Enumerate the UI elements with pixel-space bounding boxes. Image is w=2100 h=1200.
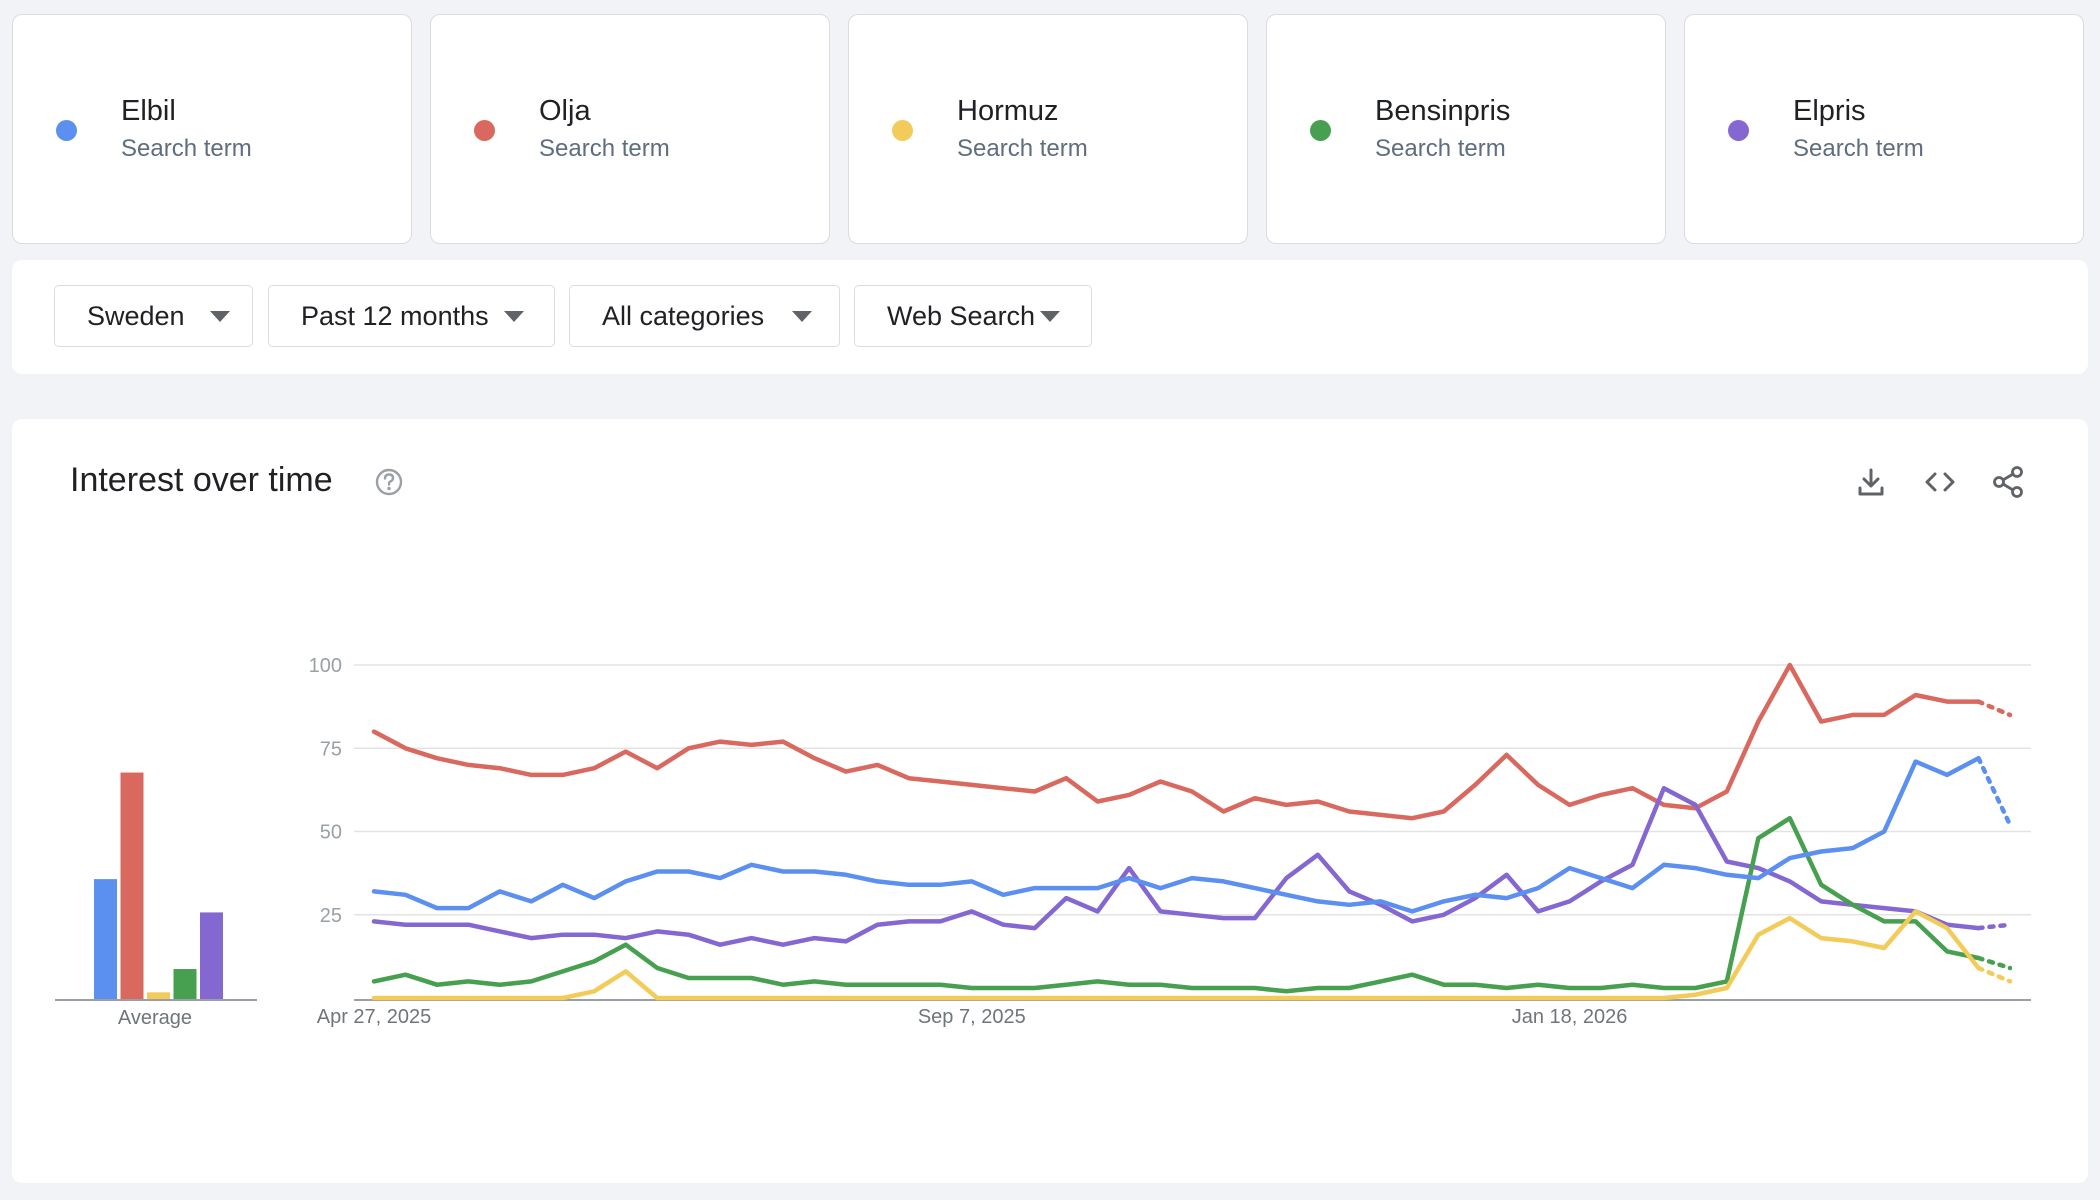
series-partial-segment-elbil [1976, 755, 2013, 828]
interest-over-time-chart: 25 50 75 100 Apr 27, 2025 Sep 7, 2025 Jan 18, … [55, 655, 2031, 1029]
series-line-elpris [371, 785, 1981, 947]
term-card-hormuz[interactable]: Hormuz Search term [848, 14, 1248, 244]
average-label: Average [118, 1007, 192, 1029]
y-tick-label: 25 [320, 905, 342, 927]
term-color-dot [892, 120, 913, 141]
y-tick-label: 100 [309, 655, 342, 677]
average-bar-hormuz [147, 992, 170, 999]
interest-over-time-panel: 25 50 75 100 Apr 27, 2025 Sep 7, 2025 Jan 18, … [12, 419, 2088, 1183]
series-line-elbil [371, 755, 1981, 914]
filter-bar: Sweden Past 12 months All categories Web… [12, 260, 2088, 374]
term-color-dot [1728, 120, 1749, 141]
help-icon[interactable] [374, 467, 404, 497]
x-tick-label: Jan 18, 2026 [1512, 1006, 1628, 1028]
series-partial-segment-olja [1976, 699, 2013, 718]
search-type-filter-label: Web Search [887, 301, 1036, 331]
average-bar-bensinpris [173, 969, 197, 999]
caret-down-icon [210, 311, 230, 322]
term-card-olja[interactable]: Olja Search term [430, 14, 830, 244]
series-line-olja [371, 662, 1981, 821]
series-partial-segment-bensinpris [1976, 955, 2013, 971]
term-name: Elpris [1793, 95, 1866, 127]
region-filter-label: Sweden [87, 301, 185, 331]
term-subtitle: Search term [1375, 135, 1506, 162]
caret-down-icon [792, 311, 812, 322]
term-name: Bensinpris [1375, 95, 1511, 127]
x-tick-label: Sep 7, 2025 [918, 1006, 1026, 1028]
search-type-filter-dropdown[interactable]: Web Search [854, 285, 1092, 347]
term-color-dot [56, 120, 77, 141]
category-filter-label: All categories [602, 301, 765, 331]
series-partial-segment-hormuz [1976, 965, 2013, 984]
caret-down-icon [1040, 311, 1060, 322]
term-subtitle: Search term [1793, 135, 1924, 162]
term-color-dot [1310, 120, 1331, 141]
x-tick-label: Apr 27, 2025 [317, 1006, 432, 1028]
average-bar-elpris [200, 912, 223, 999]
category-filter-dropdown[interactable]: All categories [569, 285, 840, 347]
average-bar-elbil [94, 879, 117, 999]
time-range-filter-label: Past 12 months [301, 301, 489, 331]
average-bar-olja [120, 772, 144, 999]
term-name: Olja [539, 95, 591, 127]
term-subtitle: Search term [539, 135, 670, 162]
caret-down-icon [504, 311, 524, 322]
term-card-elpris[interactable]: Elpris Search term [1684, 14, 2084, 244]
time-range-filter-dropdown[interactable]: Past 12 months [268, 285, 555, 347]
series-line-bensinpris [371, 815, 1981, 994]
download-icon[interactable] [1852, 463, 1890, 501]
embed-icon[interactable] [1921, 463, 1959, 501]
series-partial-segment-elpris [1976, 922, 2013, 931]
share-icon[interactable] [1989, 463, 2027, 501]
term-subtitle: Search term [121, 135, 252, 162]
term-card-bensinpris[interactable]: Bensinpris Search term [1266, 14, 1666, 244]
panel-title: Interest over time [70, 461, 333, 499]
y-tick-label: 50 [320, 822, 342, 844]
series-line-hormuz [371, 909, 1981, 1001]
term-subtitle: Search term [957, 135, 1088, 162]
term-card-elbil[interactable]: Elbil Search term [12, 14, 412, 244]
search-term-row: Elbil Search term Olja Search term Hormu… [12, 14, 2088, 244]
term-name: Elbil [121, 95, 176, 127]
y-tick-label: 75 [320, 738, 342, 760]
region-filter-dropdown[interactable]: Sweden [54, 285, 253, 347]
term-color-dot [474, 120, 495, 141]
term-name: Hormuz [957, 95, 1059, 127]
